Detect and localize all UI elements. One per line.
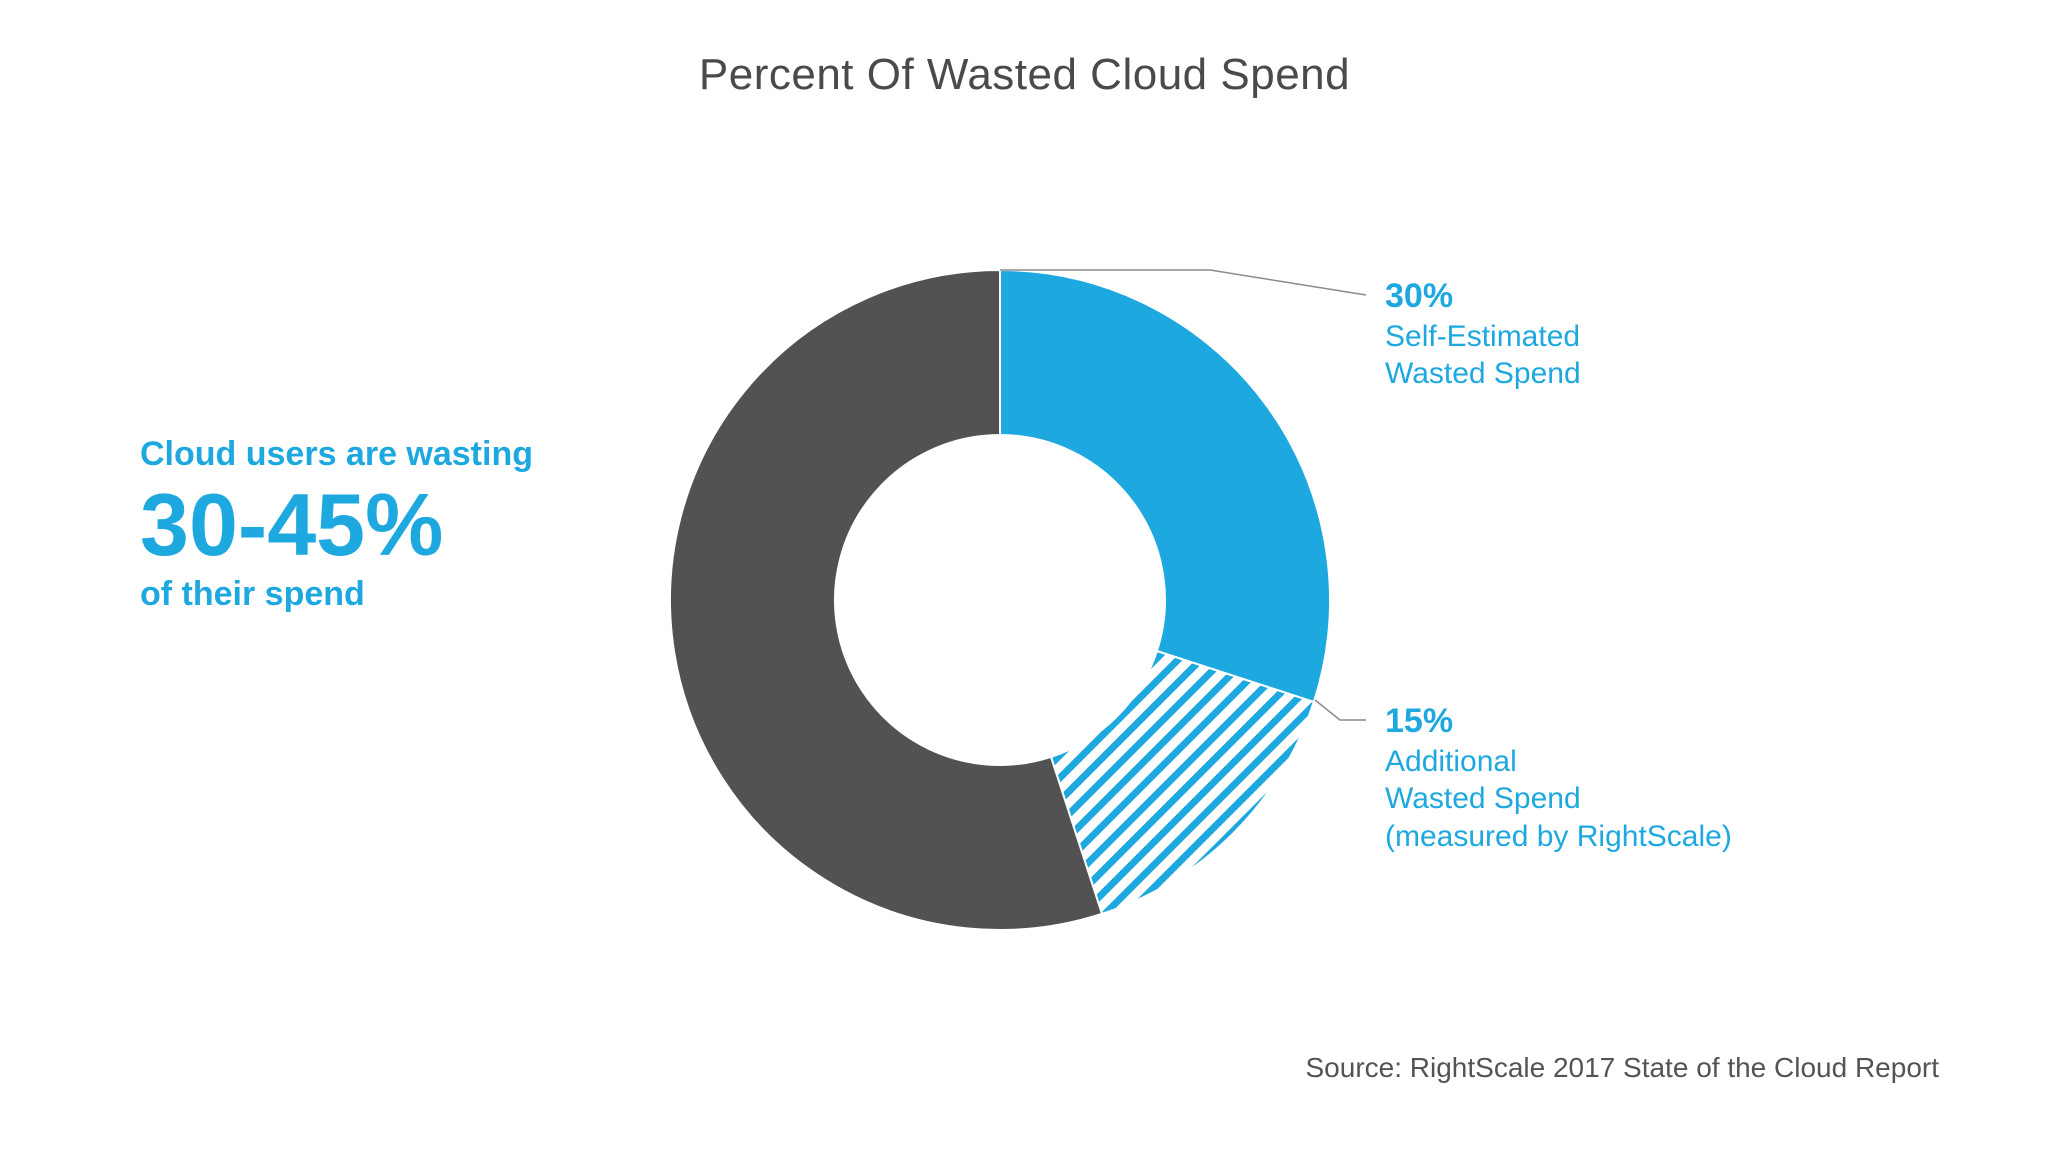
headline-callout: Cloud users are wasting 30-45% of their … [140,435,533,614]
slice-desc-line: Additional [1385,743,1732,781]
slice-label-self-estimated: 30% Self-Estimated Wasted Spend [1385,275,1581,393]
source-attribution: Source: RightScale 2017 State of the Clo… [1306,1052,1940,1084]
slice-desc-line: Self-Estimated [1385,318,1581,356]
donut-slice-self-estimated [1000,270,1330,702]
callout-line3: of their spend [140,575,533,614]
slice-percent: 30% [1385,275,1581,318]
donut-slice-additional [1051,651,1314,914]
callout-line1: Cloud users are wasting [140,435,533,474]
slice-percent: 15% [1385,700,1732,743]
slice-label-additional: 15% Additional Wasted Spend (measured by… [1385,700,1732,855]
donut-chart [630,230,2049,970]
leader-line-additional [1315,700,1366,720]
callout-big-number: 30-45% [140,474,533,575]
slice-desc-line: (measured by RightScale) [1385,818,1732,856]
slice-desc-line: Wasted Spend [1385,355,1581,393]
chart-title: Percent Of Wasted Cloud Spend [0,50,2049,100]
slice-desc-line: Wasted Spend [1385,780,1732,818]
